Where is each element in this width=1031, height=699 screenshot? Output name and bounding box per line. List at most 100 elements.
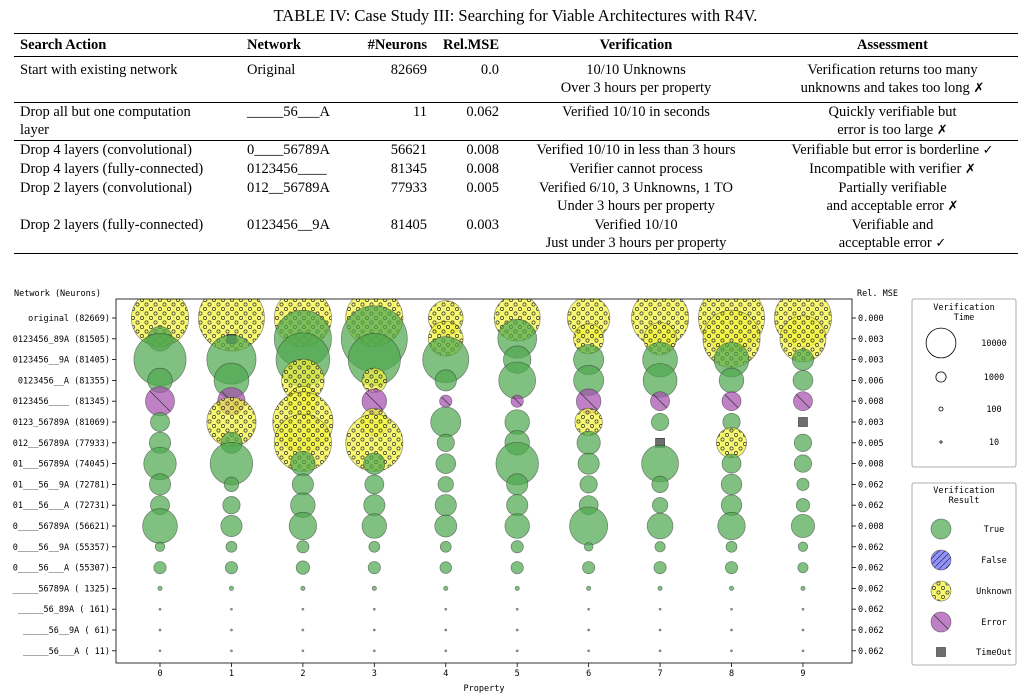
right-axis-title: Rel. MSE xyxy=(857,289,898,299)
header-search-action: Search Action xyxy=(14,33,241,57)
data-point xyxy=(721,453,742,474)
data-point xyxy=(510,394,524,408)
cell-search-action-line: Drop 4 layers (convolutional) xyxy=(20,142,192,158)
header-rel-mse: Rel.MSE xyxy=(433,33,505,57)
table-row: Drop 4 layers (convolutional) 0____56789A… xyxy=(14,141,1018,161)
data-point xyxy=(434,514,458,538)
left-axis-title: Network (Neurons) xyxy=(14,289,101,299)
cell-assessment-line: Verifiable but error is borderline xyxy=(791,142,980,158)
cell-assessment-line: Incompatible with verifier xyxy=(809,161,962,177)
data-point xyxy=(443,585,449,591)
legend-size-label: 10 xyxy=(989,438,999,448)
cell-neurons: 77933 xyxy=(390,180,427,196)
cell-verification-line: Verified 10/10 in seconds xyxy=(562,104,710,120)
cell-network: 012__56789A xyxy=(247,180,330,196)
cell-verification-line: Just under 3 hours per property xyxy=(545,235,727,251)
data-point xyxy=(574,407,603,437)
data-point xyxy=(301,628,305,632)
network-label: original (82669) xyxy=(28,314,110,324)
cell-verification-line: Over 3 hours per property xyxy=(560,80,712,96)
cell-assessment-line: Partially verifiable xyxy=(838,180,947,196)
data-point xyxy=(730,628,733,632)
cell-assessment-line: error is too large xyxy=(837,122,934,138)
cell-search-action-line: layer xyxy=(20,122,49,138)
mse-label: 0.008 xyxy=(858,460,884,470)
cell-search-action: Drop 4 layers (fully-connected) xyxy=(14,160,241,179)
mse-label: 0.062 xyxy=(858,564,884,574)
data-point xyxy=(730,607,733,611)
legend-result-label: TimeOut xyxy=(976,648,1012,658)
data-point xyxy=(157,585,163,591)
x-tick-label: 9 xyxy=(800,669,805,679)
network-label: 0123456____ (81345) xyxy=(13,397,110,407)
cell-search-action-line: Drop 2 layers (fully-connected) xyxy=(20,217,204,233)
cell-verification: Verified 10/10 in seconds xyxy=(505,102,767,141)
data-point xyxy=(290,450,316,477)
data-point xyxy=(801,649,805,653)
cell-assessment-line: Verifiable and xyxy=(851,217,934,233)
mse-label: 0.062 xyxy=(858,626,884,636)
data-point xyxy=(444,649,448,653)
data-point xyxy=(576,430,601,455)
data-point xyxy=(716,427,747,459)
network-label: 01___56__9A (72781) xyxy=(13,480,110,490)
x-tick-label: 8 xyxy=(729,669,734,679)
mse-label: 0.000 xyxy=(858,314,884,324)
data-point xyxy=(587,649,590,653)
cell-network: 0123456____ xyxy=(247,161,327,177)
data-point xyxy=(291,473,314,496)
cell-verification-line: Verified 10/10 xyxy=(594,217,678,233)
data-point xyxy=(363,452,386,475)
data-point xyxy=(725,540,738,553)
plot-frame xyxy=(115,298,853,664)
mse-label: 0.005 xyxy=(858,439,884,449)
mse-label: 0.003 xyxy=(858,418,884,428)
data-point xyxy=(361,388,387,414)
legend-result-marker xyxy=(936,647,946,657)
data-point xyxy=(145,386,175,417)
cell-search-action: Drop 2 layers (convolutional) xyxy=(14,179,241,216)
mse-label: 0.006 xyxy=(858,376,884,386)
data-point xyxy=(439,540,452,553)
x-tick-label: 1 xyxy=(229,669,234,679)
data-point xyxy=(230,607,233,611)
cell-network: 0____56789A xyxy=(247,142,330,158)
cell-verification-line: 10/10 Unknowns xyxy=(586,62,686,78)
legend-size-label: 10000 xyxy=(981,339,1007,349)
cell-assessment: Verification returns too many unknowns an… xyxy=(767,56,1018,103)
data-point xyxy=(798,417,808,427)
cell-verification-line: Verified 6/10, 3 Unknowns, 1 TO xyxy=(539,180,733,196)
data-point xyxy=(793,391,813,412)
cell-search-action-line: Start with existing network xyxy=(20,62,178,78)
cell-neurons: 82669 xyxy=(353,56,433,103)
cell-neurons: 81345 xyxy=(390,161,427,177)
cell-neurons: 11 xyxy=(353,102,433,141)
data-point xyxy=(651,412,670,432)
data-point xyxy=(510,540,524,554)
data-point xyxy=(224,561,238,575)
mse-label: 0.062 xyxy=(858,647,884,657)
legend-result-marker xyxy=(930,580,952,602)
table-row: Start with existing network Original 82669… xyxy=(14,56,1018,103)
data-point xyxy=(158,628,162,632)
data-point xyxy=(228,585,234,591)
legend-result-title: Verification xyxy=(933,486,994,496)
network-label: 0123456__A (81355) xyxy=(18,376,110,386)
data-point xyxy=(230,649,233,653)
legend-result-marker xyxy=(930,611,952,633)
data-point xyxy=(587,628,590,632)
data-point xyxy=(367,561,381,575)
data-point xyxy=(444,607,448,611)
legend-result-label: True xyxy=(984,525,1004,535)
legend-result-label: Unknown xyxy=(976,587,1012,597)
x-tick-label: 0 xyxy=(157,669,162,679)
x-axis-title: Property xyxy=(464,684,505,694)
cross-mark-icon: ✗ xyxy=(964,162,976,177)
table-header-row: Search Action Network #Neurons Rel.MSE V… xyxy=(14,33,1018,57)
data-point xyxy=(158,607,162,611)
data-point xyxy=(444,628,448,632)
data-point xyxy=(793,454,813,473)
data-point xyxy=(717,511,746,541)
mse-label: 0.062 xyxy=(858,584,884,594)
network-label: _____56___A ( 11) xyxy=(23,647,110,657)
